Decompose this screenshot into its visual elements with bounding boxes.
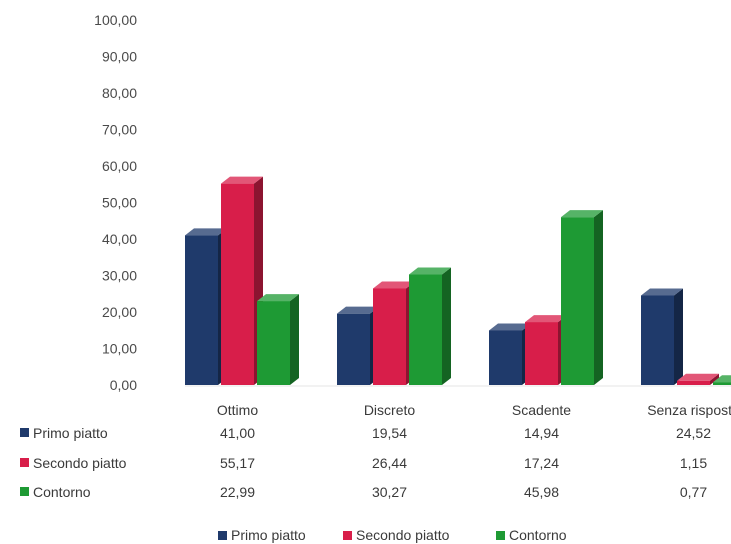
bar-top: [713, 375, 731, 383]
bar: [221, 183, 254, 385]
table-cell-value: 17,24: [524, 455, 559, 471]
category-label: Ottimo: [217, 402, 258, 418]
bar-side: [594, 210, 603, 385]
bar-top: [641, 288, 683, 296]
bar: [409, 274, 442, 385]
table-cell-value: 30,27: [372, 484, 407, 500]
table-legend-swatch: [20, 428, 29, 437]
bar-top: [373, 281, 415, 289]
y-tick-label: 50,00: [102, 195, 137, 211]
table-cell-value: 0,77: [680, 484, 707, 500]
table-cell-value: 45,98: [524, 484, 559, 500]
table-legend-swatch: [20, 487, 29, 496]
bar: [257, 301, 290, 385]
bar-top: [409, 267, 451, 275]
bar: [677, 380, 710, 385]
category-label: Senza risposta: [647, 402, 731, 418]
table-cell-value: 41,00: [220, 425, 255, 441]
bar: [713, 382, 731, 385]
y-tick-label: 20,00: [102, 304, 137, 320]
y-tick-label: 0,00: [110, 377, 137, 393]
bar: [489, 330, 522, 385]
category-label: Discreto: [364, 402, 416, 418]
table-cell-value: 22,99: [220, 484, 255, 500]
bar-top: [525, 315, 567, 323]
bar: [641, 295, 674, 385]
table-cell-value: 55,17: [220, 455, 255, 471]
bar-top: [677, 373, 719, 381]
bar: [373, 288, 406, 385]
y-tick-label: 60,00: [102, 158, 137, 174]
bar-side: [290, 294, 299, 385]
y-tick-label: 90,00: [102, 49, 137, 65]
legend-label: Contorno: [509, 527, 567, 543]
table-series-label: Contorno: [33, 484, 91, 500]
table-cell-value: 24,52: [676, 425, 711, 441]
bar: [525, 322, 558, 385]
legend-label: Primo piatto: [231, 527, 306, 543]
y-tick-label: 40,00: [102, 231, 137, 247]
bar-top: [257, 294, 299, 302]
table-cell-value: 26,44: [372, 455, 407, 471]
y-tick-label: 30,00: [102, 268, 137, 284]
legend-swatch: [343, 531, 352, 540]
bar-top: [337, 306, 379, 314]
legend-swatch: [496, 531, 505, 540]
bar-top: [489, 323, 531, 331]
table-series-label: Primo piatto: [33, 425, 108, 441]
table-series-label: Secondo piatto: [33, 455, 127, 471]
table-legend-swatch: [20, 458, 29, 467]
bar-top: [185, 228, 227, 236]
bar: [561, 217, 594, 385]
y-tick-label: 10,00: [102, 341, 137, 357]
category-label: Scadente: [512, 402, 571, 418]
bar-side: [710, 373, 719, 385]
bar: [337, 313, 370, 385]
y-tick-label: 80,00: [102, 85, 137, 101]
y-tick-label: 70,00: [102, 122, 137, 138]
table-cell-value: 1,15: [680, 455, 707, 471]
y-tick-label: 100,00: [94, 12, 137, 28]
table-cell-value: 14,94: [524, 425, 559, 441]
legend-label: Secondo piatto: [356, 527, 450, 543]
table-cell-value: 19,54: [372, 425, 407, 441]
bar: [185, 235, 218, 385]
bar-side: [674, 288, 683, 385]
bar-top: [561, 210, 603, 218]
bar-top: [221, 176, 263, 184]
legend-swatch: [218, 531, 227, 540]
bar-side: [442, 267, 451, 385]
